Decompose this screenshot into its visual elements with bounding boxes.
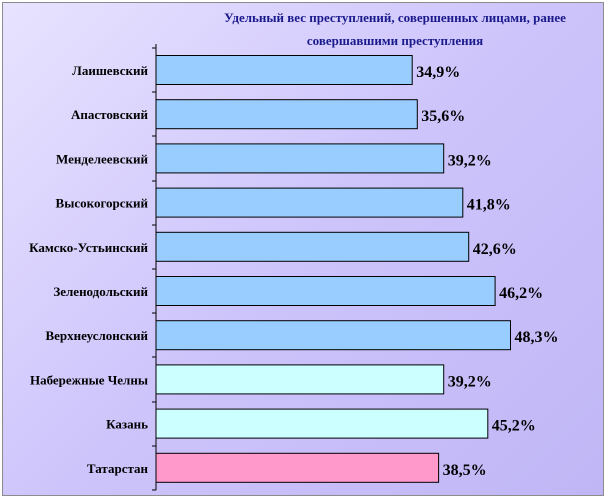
- bar-3: [155, 143, 445, 174]
- bar-9: [155, 408, 489, 439]
- value-label-6: 46,2%: [499, 285, 543, 302]
- chart-title: Удельный вес преступлений, совершенных л…: [224, 10, 566, 48]
- value-labels: 34,9% 35,6% 39,2% 41,8% 42,6% 46,2% 48,3% 39,2%…: [416, 64, 558, 479]
- bar-7: [155, 320, 511, 351]
- value-label-5: 42,6%: [473, 241, 517, 258]
- value-label-1: 34,9%: [416, 64, 460, 81]
- value-label-8: 39,2%: [448, 373, 492, 390]
- category-labels: Лаишевский Апастовский Менделеевский Высоко…: [29, 63, 148, 476]
- category-label-5: Камско-Устьинский: [29, 240, 148, 255]
- category-label-2: Апастовский: [71, 107, 148, 122]
- bar-4: [155, 187, 464, 218]
- category-label-4: Высокогорский: [56, 196, 149, 211]
- value-label-3: 39,2%: [448, 152, 492, 169]
- bar-10: [155, 452, 440, 483]
- bar-6: [155, 276, 496, 306]
- bar-8: [155, 364, 445, 395]
- category-label-10: Татарстан: [87, 461, 149, 476]
- category-axis-ticks: [152, 47, 156, 491]
- value-label-7: 48,3%: [515, 329, 559, 346]
- value-label-2: 35,6%: [421, 108, 465, 125]
- category-label-1: Лаишевский: [72, 63, 148, 78]
- bar-5: [155, 231, 470, 262]
- value-label-9: 45,2%: [492, 418, 536, 435]
- value-label-4: 41,8%: [467, 197, 511, 214]
- category-label-6: Зеленодольский: [53, 284, 148, 299]
- chart-title-line-2: совершавшими преступления: [307, 33, 483, 48]
- category-label-3: Менделеевский: [56, 151, 148, 166]
- value-label-10: 38,5%: [443, 462, 487, 479]
- category-label-9: Казань: [106, 417, 148, 432]
- bar-1: [155, 55, 413, 85]
- chart-title-line-1: Удельный вес преступлений, совершенных л…: [224, 10, 566, 25]
- bar-2: [155, 99, 418, 130]
- category-label-7: Верхнеуслонский: [45, 328, 148, 343]
- category-label-8: Набережные Челны: [30, 372, 148, 387]
- bars-group: [155, 55, 511, 483]
